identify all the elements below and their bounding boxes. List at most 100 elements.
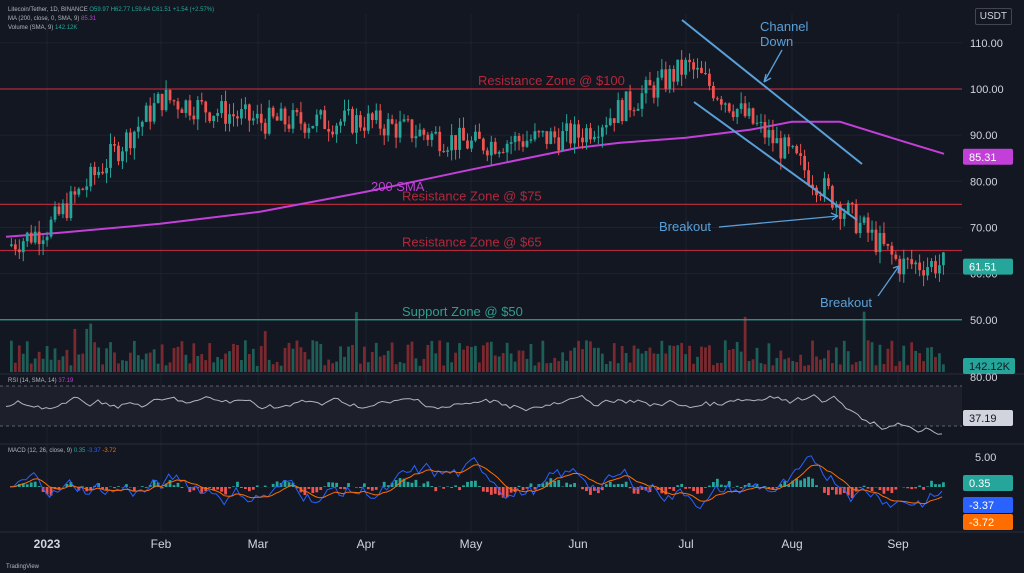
macd-histogram-bar [426, 481, 430, 487]
time-axis: 2023 Feb Mar Apr May Jun Jul Aug Sep [34, 537, 909, 551]
candle-body [236, 116, 239, 119]
price-tick-3: 80.00 [970, 176, 998, 188]
macd-histogram-bar [866, 487, 870, 489]
macd-histogram-bar [176, 482, 180, 487]
candle-body [704, 73, 707, 75]
volume-bar [410, 341, 414, 372]
macd-histogram-bar [688, 487, 691, 489]
candle-body [132, 131, 136, 149]
volume-bar [827, 350, 830, 372]
candle-body [918, 262, 922, 271]
macd-histogram-bar [370, 487, 374, 491]
macd-histogram-bar [489, 487, 493, 495]
level-label-0: Resistance Zone @ $100 [478, 73, 625, 88]
volume-tag: 142.12K [969, 361, 1011, 373]
currency-button[interactable]: USDT [974, 8, 1012, 25]
candle-body [156, 93, 160, 104]
volume-bar [775, 357, 779, 372]
candle-body [894, 254, 898, 259]
macd-histogram-bar [569, 484, 572, 487]
candle-body [898, 258, 902, 275]
candle-body [430, 133, 434, 140]
candle-body [45, 236, 49, 241]
volume-bar [291, 348, 295, 372]
macd-tick: 5.00 [975, 452, 996, 464]
volume-bar [374, 342, 378, 372]
volume-bar [636, 348, 640, 372]
macd-histogram-bar [220, 487, 223, 492]
volume-bar [220, 359, 223, 372]
macd-histogram-bar [180, 487, 184, 489]
volume-bar [164, 365, 168, 372]
candle-body [763, 122, 767, 138]
macd-histogram-bar [466, 481, 469, 487]
macd-histogram-bar [347, 483, 350, 487]
candle-body [65, 203, 69, 219]
sma-price-tag-bg [963, 148, 1013, 165]
volume-bar [704, 347, 707, 372]
candle-body [644, 80, 648, 94]
macd-histogram-bar [787, 484, 791, 487]
volume-bar [731, 348, 735, 372]
volume-bar [886, 348, 890, 372]
macd-histogram-bar [862, 485, 866, 487]
macd-histogram-bar [906, 487, 910, 489]
candle-body [81, 188, 85, 190]
candle-body [636, 108, 640, 111]
volume-bar [232, 343, 235, 372]
candle-body [842, 213, 846, 219]
level-lines: Resistance Zone @ $100 Resistance Zone @ … [0, 73, 962, 321]
macd-histogram-bar [204, 487, 208, 492]
macd-histogram-bar [291, 482, 295, 487]
candle-body [914, 262, 918, 265]
volume-bar [727, 349, 731, 372]
macd-histogram-bar [105, 487, 108, 491]
volume-bar [351, 344, 354, 372]
macd-histogram-bar [612, 484, 616, 487]
candle-body [672, 68, 676, 82]
volume-bar [517, 350, 521, 372]
volume-bar [938, 353, 941, 372]
volume-bar [25, 341, 29, 372]
candle-body [692, 62, 695, 70]
tradingview-brand: TradingView [6, 564, 40, 570]
candle-body [303, 123, 307, 133]
macd-histogram-bar [430, 486, 434, 487]
volume-bar [569, 350, 572, 372]
arrow-breakout-1 [718, 212, 839, 228]
macd-histogram-bar [803, 478, 806, 487]
candle-body [422, 129, 426, 135]
candle-body [343, 110, 346, 122]
volume-bar [779, 350, 783, 372]
macd-tag-1: 0.35 [969, 478, 990, 490]
volume-bar [783, 359, 787, 372]
candle-body [307, 128, 311, 133]
volume-bar [355, 312, 358, 372]
candle-body [549, 131, 553, 144]
candle-body [232, 114, 235, 117]
candle-body [926, 267, 929, 276]
volume-bar [128, 352, 132, 372]
volume-bar [644, 351, 648, 372]
ma-value: 85.31 [81, 16, 97, 22]
candle-body [148, 105, 152, 122]
volume-bar [811, 340, 814, 372]
macd-histogram-bar [620, 483, 624, 487]
rsi-value: 37.19 [58, 378, 74, 384]
macd-value-3: -3.72 [102, 448, 117, 454]
volume-bar [370, 352, 374, 372]
candle-body [858, 222, 862, 234]
annotation-channel: Channel [760, 19, 809, 34]
candle-body [370, 113, 374, 121]
candle-body [934, 260, 937, 274]
annotation-down: Down [760, 34, 793, 49]
candle-body [569, 123, 572, 144]
price-tick-2: 90.00 [970, 130, 998, 142]
macd-histogram-bar [894, 487, 898, 490]
time-tick-7: Aug [781, 537, 802, 551]
volume-bar [712, 365, 715, 372]
volume-bar [656, 353, 660, 372]
macd-histogram-bar [585, 487, 588, 492]
volume-bar [156, 363, 160, 372]
